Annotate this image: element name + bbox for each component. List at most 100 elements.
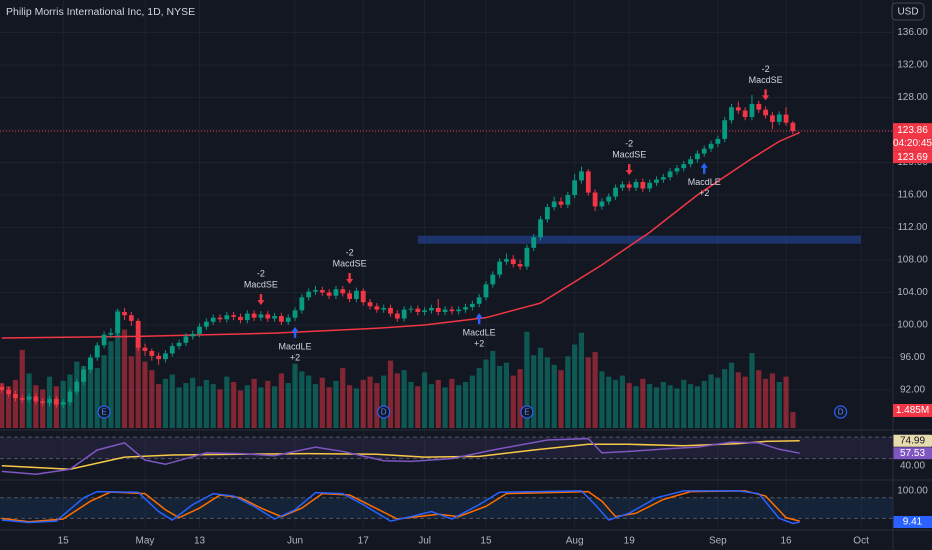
candle-body	[258, 314, 264, 318]
candle-body	[354, 290, 359, 299]
candle-body	[483, 284, 489, 298]
candle-body	[429, 307, 434, 311]
volume-bar	[237, 390, 244, 428]
volume-bar	[476, 368, 482, 428]
volume-bar	[135, 335, 141, 428]
candle-body	[0, 386, 5, 390]
volume-bar	[203, 379, 209, 428]
candle-body	[101, 334, 107, 346]
candle-body	[442, 309, 448, 312]
event-icon	[520, 405, 534, 419]
candle-body	[74, 381, 80, 392]
volume-bar	[715, 377, 721, 428]
candle-body	[469, 303, 475, 308]
event-label: E	[524, 408, 529, 417]
volume-bar	[462, 381, 469, 428]
x-tick-label: 17	[358, 536, 370, 547]
signal-qty: -2	[625, 139, 633, 149]
candle-body	[463, 307, 468, 310]
volume-bar	[340, 368, 346, 428]
volume-bar	[681, 379, 687, 428]
x-tick-label: 16	[781, 536, 793, 547]
candle-body	[735, 107, 741, 111]
candle-body	[517, 264, 523, 267]
candle-body	[94, 345, 100, 358]
volume-bar	[381, 375, 387, 428]
volume-bar	[408, 381, 414, 428]
volume-bar	[428, 384, 435, 428]
volume-bar	[565, 356, 571, 428]
volume-bar	[517, 369, 523, 428]
currency-button[interactable]	[891, 2, 925, 21]
event-label: E	[101, 408, 106, 417]
candle-body	[544, 207, 550, 220]
volume-bar	[121, 329, 128, 428]
volume-bar	[708, 374, 714, 428]
rsi-value: 57.53	[900, 448, 925, 459]
candle-body	[674, 168, 680, 172]
volume-bar	[312, 384, 319, 428]
candle-body	[278, 316, 284, 322]
volume-bar	[435, 379, 441, 428]
y-tick-label: 112.00	[898, 222, 928, 233]
candle-body	[667, 171, 673, 178]
candle-body	[476, 297, 482, 304]
volume-bar	[497, 365, 503, 428]
volume-bar	[660, 381, 666, 428]
volume-bar	[374, 383, 380, 428]
candle-body	[715, 138, 721, 144]
volume-bar	[278, 373, 284, 428]
rsi-tick-label: 40.00	[900, 460, 925, 471]
candle-body	[551, 201, 557, 208]
moving-average	[1, 131, 801, 339]
candle-body	[688, 159, 693, 165]
volume-bar	[387, 360, 394, 428]
volume-bar	[346, 385, 353, 428]
volume-bar	[101, 355, 107, 428]
signal-qty: -2	[762, 64, 770, 74]
candle-body	[729, 107, 734, 121]
volume-bar	[640, 378, 646, 428]
event-icon	[834, 405, 848, 419]
stoch-k-line	[1, 490, 800, 525]
volume-bar	[653, 387, 660, 428]
candle-body	[47, 398, 52, 403]
candle-body	[272, 316, 277, 319]
volume-bar	[231, 381, 237, 428]
short-arrow	[762, 89, 770, 101]
candle-body	[524, 247, 530, 267]
volume-bar	[94, 368, 100, 428]
candle-body	[176, 342, 182, 347]
volume-bar	[149, 370, 155, 428]
signal-label: MacdLE	[463, 327, 496, 337]
event-icon	[97, 405, 111, 419]
candle-body	[360, 290, 366, 303]
volume-bar	[415, 386, 421, 428]
volume-value-box	[893, 404, 932, 417]
candle-body	[449, 309, 455, 312]
event-icon	[377, 405, 391, 419]
currency-label[interactable]: USD	[897, 7, 918, 18]
candle-body	[26, 396, 32, 400]
volume-bar	[271, 386, 278, 428]
candle-body	[415, 308, 421, 312]
candle-body	[531, 237, 537, 248]
candle-body	[490, 274, 496, 285]
candle-body	[19, 398, 25, 400]
volume-bar	[319, 377, 325, 428]
candle-body	[681, 164, 687, 169]
volume-bar	[763, 378, 769, 428]
volume-bar	[292, 363, 298, 428]
signal-label: MacdLE	[688, 177, 721, 187]
candle-body	[81, 369, 87, 382]
candle-body	[776, 114, 782, 122]
volume-bar	[258, 387, 264, 428]
candle-body	[633, 181, 639, 188]
candle-body	[347, 293, 352, 299]
volume-bar	[360, 379, 366, 428]
short-arrow	[625, 164, 633, 176]
rsi-line	[1, 437, 800, 476]
volume-bar	[633, 386, 639, 428]
candle-body	[647, 182, 653, 189]
